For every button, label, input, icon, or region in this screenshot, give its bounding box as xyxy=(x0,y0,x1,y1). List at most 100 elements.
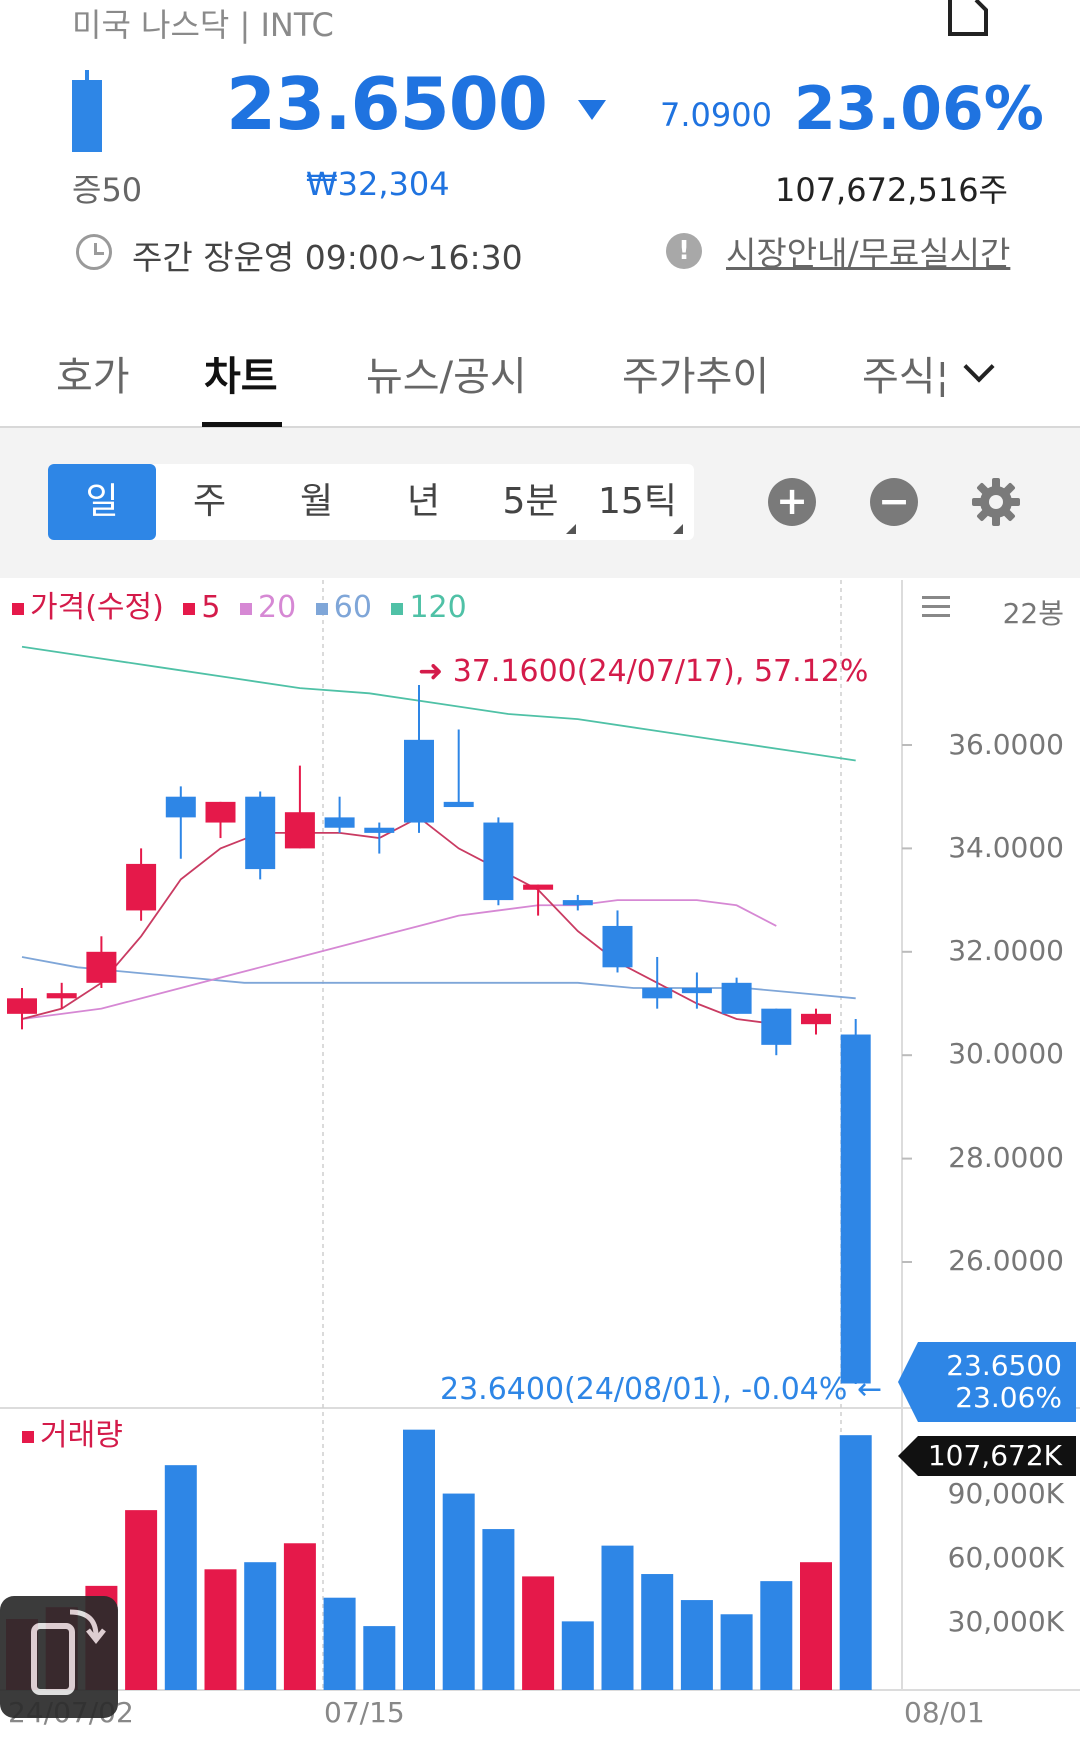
last-price-tag: 23.6500 23.06% xyxy=(898,1342,1076,1422)
low-annotation-text: 23.6400(24/08/01), -0.04% xyxy=(440,1372,848,1407)
period-year[interactable]: 년 xyxy=(406,481,441,522)
high-annotation-text: 37.1600(24/07/17), 57.12% xyxy=(452,654,869,689)
ma120-line xyxy=(21,645,856,762)
chevron-down-icon[interactable] xyxy=(963,351,995,383)
ma5-line xyxy=(21,816,777,1026)
volume-bar xyxy=(323,1597,356,1690)
left-arrow-icon: ← xyxy=(847,1372,883,1407)
legend-swatch-ma60 xyxy=(315,602,328,615)
period-5min-label: 5분 xyxy=(502,481,559,522)
period-week[interactable]: 주 xyxy=(192,481,227,522)
high-annotation: ➜ 37.1600(24/07/17), 57.12% xyxy=(418,654,868,689)
legend-swatch-ma120 xyxy=(391,602,404,615)
rotate-screen-icon xyxy=(31,1609,106,1695)
last-price-tag-percent: 23.06% xyxy=(955,1381,1062,1414)
candle-body xyxy=(404,739,434,823)
tab-chart[interactable]: 차트 xyxy=(204,354,278,400)
candle-body xyxy=(364,827,395,833)
volume-bar xyxy=(800,1562,832,1690)
dropdown-corner-icon xyxy=(566,524,576,534)
candle-body xyxy=(681,987,712,994)
candle-body xyxy=(7,998,37,1014)
legend-ma5: 5 xyxy=(201,590,221,625)
volume-bar xyxy=(839,1435,872,1690)
candle-body xyxy=(523,884,554,890)
tab-bar: 호가 차트 뉴스/공시 주가추이 주식¦ xyxy=(0,330,1080,428)
last-price-tag-value: 23.6500 xyxy=(946,1349,1062,1382)
document-icon[interactable] xyxy=(948,0,988,36)
volume-bar xyxy=(164,1465,197,1690)
volume-bar xyxy=(561,1621,594,1690)
period-selector: 일 주 월 년 5분 15틱 xyxy=(48,464,694,540)
right-arrow-icon: ➜ xyxy=(418,654,453,689)
legend-ma120: 120 xyxy=(409,590,467,625)
candle-body xyxy=(245,796,276,870)
candle-body xyxy=(443,801,474,808)
tab-stock-info[interactable]: 주식¦ xyxy=(862,354,950,400)
chart-toolbar: 일 주 월 년 5분 15틱 + − xyxy=(0,428,1080,578)
tab-orderbook[interactable]: 호가 xyxy=(56,354,130,400)
volume-bar xyxy=(522,1576,555,1690)
stock-chart[interactable] xyxy=(0,580,1080,1748)
volume-y-tick: 60,000K xyxy=(947,1541,1064,1574)
candle-body xyxy=(46,993,77,999)
tab-price-trend[interactable]: 주가추이 xyxy=(622,354,770,400)
floating-rotate-button[interactable] xyxy=(0,1596,118,1718)
volume-bar xyxy=(482,1529,515,1690)
volume-bar xyxy=(641,1574,674,1690)
candle-body xyxy=(761,1008,792,1045)
volume-legend-swatch xyxy=(22,1430,34,1443)
zoom-in-button[interactable]: + xyxy=(768,478,816,526)
volume-y-tick: 90,000K xyxy=(947,1477,1064,1510)
volume-bar xyxy=(720,1614,753,1690)
gear-icon[interactable] xyxy=(970,476,1022,528)
price-change-percent: 23.06% xyxy=(794,74,1044,144)
x-tick-label: 08/01 xyxy=(904,1696,985,1729)
zoom-out-button[interactable]: − xyxy=(870,478,918,526)
ma60-line xyxy=(21,956,856,1000)
volume-bar xyxy=(125,1510,158,1690)
candle-body xyxy=(562,900,593,906)
trading-hours: 주간 장운영 09:00~16:30 xyxy=(132,238,523,277)
y-tick-label: 32.0000 xyxy=(948,934,1064,967)
candle-body xyxy=(642,987,673,999)
volume-y-tick: 30,000K xyxy=(947,1605,1064,1638)
volume-label: 거래량 xyxy=(22,1410,123,1454)
candle-body xyxy=(801,1013,831,1025)
candle-body xyxy=(126,863,157,911)
period-day[interactable]: 일 xyxy=(48,464,156,540)
period-month[interactable]: 월 xyxy=(299,481,334,522)
candle-body xyxy=(602,925,633,968)
candle-body xyxy=(840,1034,871,1384)
tab-news[interactable]: 뉴스/공시 xyxy=(366,354,527,400)
down-arrow-icon xyxy=(578,100,606,120)
volume-bar xyxy=(204,1569,237,1690)
market-ticker-label: 미국 나스닥 | INTC xyxy=(72,6,334,44)
period-5min[interactable]: 5분 xyxy=(477,464,584,540)
menu-icon[interactable] xyxy=(922,596,950,617)
volume-label-text: 거래량 xyxy=(40,1418,123,1453)
y-tick-label: 28.0000 xyxy=(948,1141,1064,1174)
market-info-link[interactable]: 시장안내/무료실시간 xyxy=(726,234,1011,273)
volume-bar xyxy=(363,1626,396,1690)
clock-icon xyxy=(76,234,112,270)
period-15tick-label: 15틱 xyxy=(598,481,677,522)
volume-bar xyxy=(283,1543,316,1690)
candle-body xyxy=(205,801,236,823)
legend-ma60: 60 xyxy=(333,590,372,625)
period-15tick[interactable]: 15틱 xyxy=(584,464,691,540)
last-volume-tag: 107,672K xyxy=(898,1436,1076,1476)
low-annotation: 23.6400(24/08/01), -0.04% ← xyxy=(440,1372,882,1407)
price-change: 7.0900 xyxy=(660,96,772,134)
candle-body xyxy=(284,812,315,849)
legend-price: 가격(수정) xyxy=(30,590,164,625)
y-tick-label: 26.0000 xyxy=(948,1244,1064,1277)
current-price: 23.6500 xyxy=(226,62,548,146)
candle-body xyxy=(86,951,117,983)
legend-swatch-ma5 xyxy=(183,602,196,615)
legend-swatch-ma20 xyxy=(240,602,252,615)
ma20-line xyxy=(21,899,777,1020)
candle-body xyxy=(721,982,752,1014)
volume-bar xyxy=(403,1429,435,1690)
info-icon: ! xyxy=(666,233,702,269)
